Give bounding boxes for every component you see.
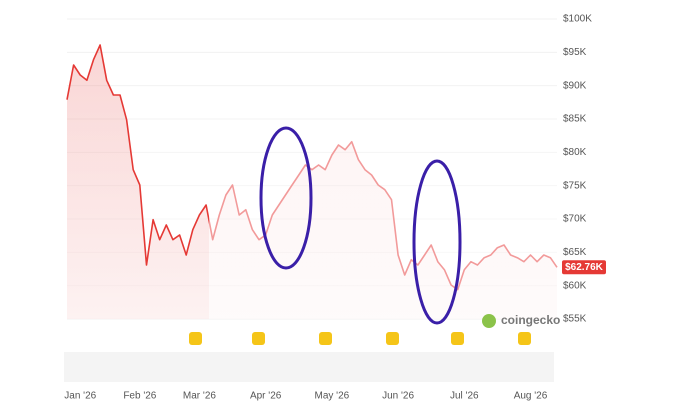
y-tick-label: $75K: [563, 180, 587, 191]
y-tick-label: $65K: [563, 247, 587, 258]
x-tick-label: Jun '26: [382, 391, 414, 402]
watermark: coingecko: [501, 313, 560, 327]
volume-strip: [64, 352, 554, 382]
x-tick-label: Apr '26: [250, 391, 282, 402]
y-tick-label: $95K: [563, 47, 587, 58]
annotation-ellipse: [412, 159, 462, 325]
y-tick-label: $55K: [563, 314, 587, 325]
y-tick-label: $80K: [563, 147, 587, 158]
x-tick-label: Jul '26: [450, 391, 479, 402]
y-tick-label: $60K: [563, 280, 587, 291]
y-tick-label: $85K: [563, 114, 587, 125]
x-tick-label: Mar '26: [183, 391, 216, 402]
x-tick-label: May '26: [315, 391, 350, 402]
x-tick-label: Aug '26: [514, 391, 548, 402]
annotation-ellipse: [259, 126, 313, 270]
last-price-label: $62.76K: [565, 262, 604, 273]
price-line: [66, 44, 558, 291]
y-tick-label: $70K: [563, 214, 587, 225]
event-icons: [189, 332, 531, 345]
y-tick-label: $100K: [563, 14, 592, 25]
y-tick-label: $90K: [563, 80, 587, 91]
x-tick-label: Jan '26: [64, 391, 96, 402]
x-tick-label: Feb '26: [123, 391, 156, 402]
logo-icon: [482, 314, 496, 328]
last-price-badge: [562, 260, 606, 275]
